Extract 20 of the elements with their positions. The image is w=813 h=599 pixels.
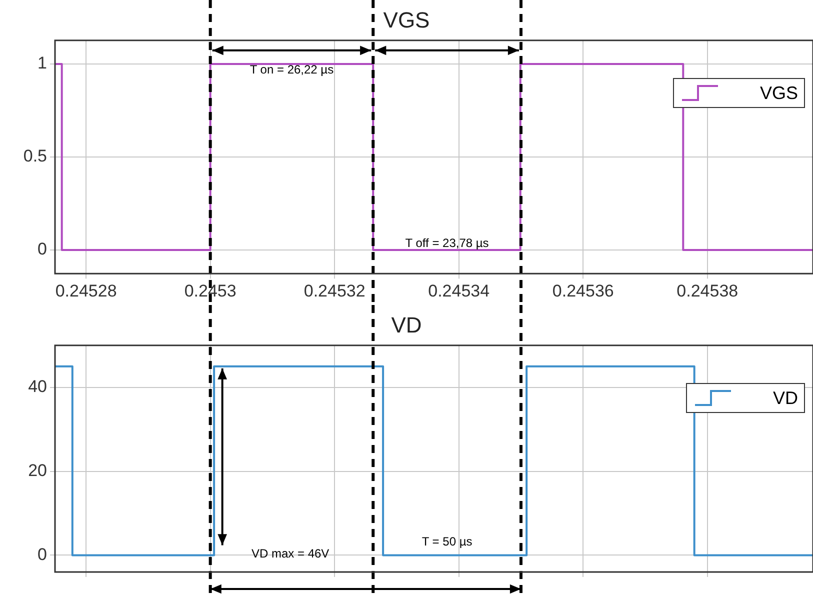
chart-title: VD bbox=[391, 312, 422, 338]
annotation: T on = 26,22 µs bbox=[250, 62, 334, 77]
annotation: T off = 23,78 µs bbox=[405, 236, 489, 250]
x-tick-label: 0.24534 bbox=[428, 281, 490, 300]
annotation: VD max = 46V bbox=[251, 546, 330, 560]
legend-label: VD bbox=[772, 388, 798, 409]
x-tick-label: 0.24536 bbox=[552, 281, 614, 300]
x-tick-label: 0.24532 bbox=[304, 281, 366, 300]
x-tick-label: 0.2453 bbox=[184, 281, 236, 300]
chart-title: VGS bbox=[383, 7, 430, 32]
annotation: T = 50 µs bbox=[422, 534, 472, 548]
y-tick-label: 0 bbox=[38, 240, 47, 259]
y-tick-label: 0 bbox=[38, 544, 47, 564]
y-tick-label: 40 bbox=[28, 377, 47, 396]
y-tick-label: 1 bbox=[38, 54, 47, 73]
x-tick-label: 0.24538 bbox=[676, 281, 738, 300]
x-tick-label: 0.24528 bbox=[55, 281, 117, 300]
y-tick-label: 0.5 bbox=[23, 146, 47, 166]
y-tick-label: 20 bbox=[28, 460, 47, 480]
legend-label: VGS bbox=[760, 82, 798, 104]
